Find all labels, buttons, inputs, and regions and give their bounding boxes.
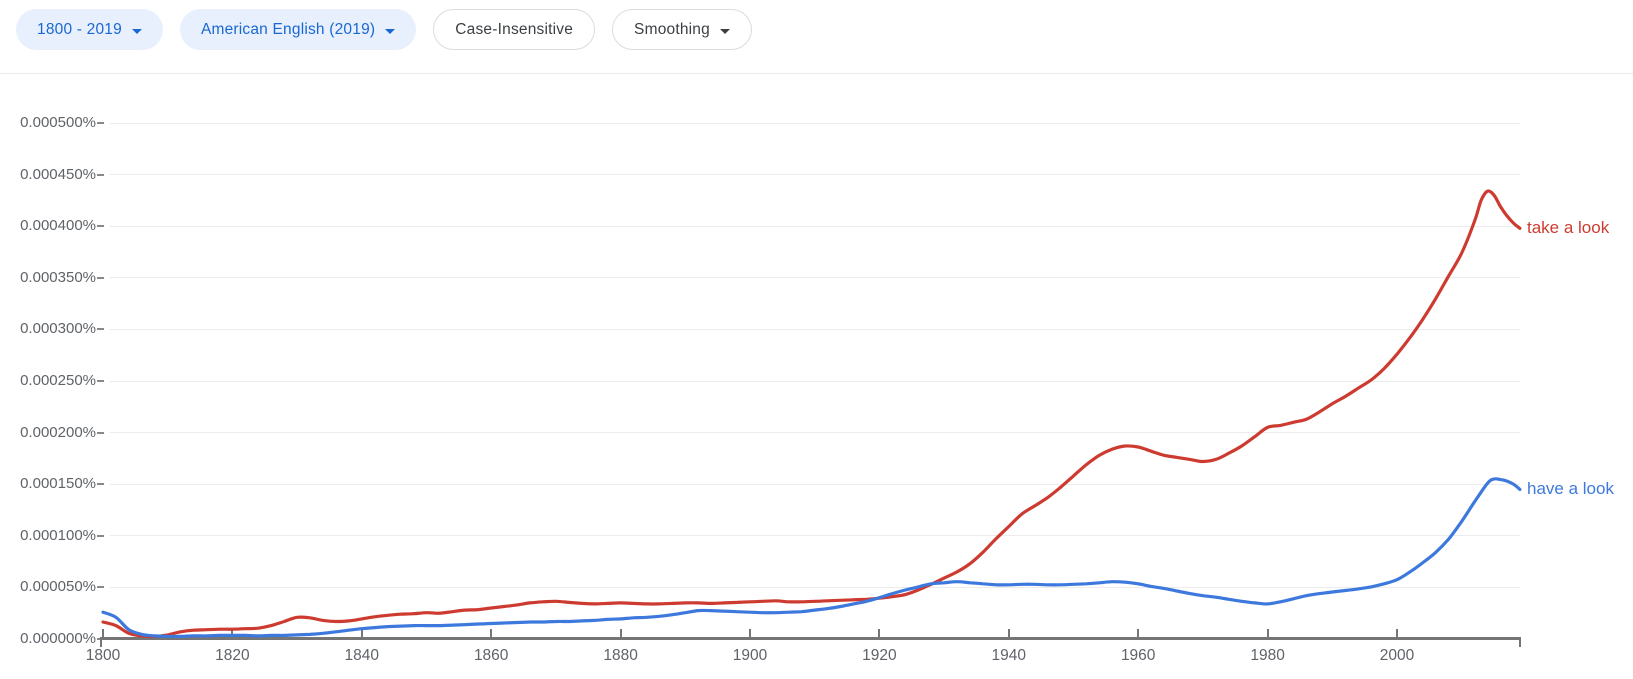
- year-range-chip[interactable]: 1800 - 2019: [16, 9, 163, 50]
- smoothing-label: Smoothing: [634, 20, 710, 38]
- x-axis-label: 1880: [603, 647, 638, 664]
- corpus-label: American English (2019): [200, 20, 376, 38]
- gridline: [110, 174, 1520, 176]
- y-axis-label: 0.000000%: [20, 630, 96, 647]
- gridline: [110, 535, 1520, 537]
- case-insensitive-chip[interactable]: Case-Insensitive: [433, 9, 596, 50]
- gridline: [110, 380, 1520, 382]
- y-axis-label: 0.000100%: [20, 526, 96, 544]
- smoothing-chip[interactable]: Smoothing: [612, 9, 752, 50]
- y-axis-tick: [97, 173, 104, 176]
- y-axis-tick: [97, 328, 104, 331]
- x-axis-label: 1980: [1250, 647, 1285, 664]
- x-axis-tick: [1266, 629, 1269, 637]
- x-axis-tick: [878, 629, 881, 637]
- plot-area: [101, 189, 1522, 639]
- y-axis-tick: [97, 534, 104, 537]
- y-axis-label: 0.000350%: [20, 268, 96, 286]
- year-range-label: 1800 - 2019: [37, 20, 122, 38]
- y-axis-tick: [97, 431, 104, 434]
- x-axis-label: 1900: [732, 647, 768, 664]
- x-axis-label: 1920: [862, 647, 897, 664]
- x-axis-tick: [619, 629, 622, 637]
- gridline: [110, 432, 1520, 434]
- corpus-chip[interactable]: American English (2019): [179, 9, 417, 50]
- x-axis-tick: [360, 629, 363, 637]
- x-axis-tick: [102, 629, 104, 637]
- gridline: [110, 122, 1520, 124]
- series-label-take-a-look[interactable]: take a look: [1527, 218, 1610, 237]
- ngram-chart: 0.000000% 0.000050% 0.000100% 0.000150% 0.00…: [0, 74, 1633, 679]
- x-axis-label: 1800: [85, 647, 121, 664]
- x-axis-end-tick: [100, 640, 102, 647]
- x-axis-end-tick: [1519, 640, 1521, 647]
- x-axis-label: 1820: [215, 647, 250, 664]
- query-options-toolbar: 1800 - 2019 American English (2019) Case…: [16, 9, 752, 50]
- gridline: [110, 328, 1520, 330]
- x-axis-label: 1960: [1120, 647, 1156, 664]
- x-axis-tick: [231, 629, 234, 637]
- y-axis-label: 0.000150%: [20, 475, 96, 493]
- x-axis-tick: [1396, 629, 1398, 637]
- x-axis-label: 1840: [344, 647, 380, 664]
- toolbar-divider: [0, 73, 1633, 74]
- x-axis-label: 2000: [1379, 647, 1415, 664]
- chevron-down-icon: [131, 28, 142, 34]
- x-axis-tick: [1007, 629, 1010, 637]
- chevron-down-icon: [385, 28, 396, 34]
- x-axis-tick: [749, 629, 751, 637]
- x-axis-label: 1940: [991, 647, 1027, 664]
- gridline: [110, 225, 1520, 227]
- series-line-have-a-look[interactable]: [101, 477, 1522, 639]
- y-axis-label: 0.000200%: [20, 423, 96, 441]
- series-label-have-a-look[interactable]: have a look: [1527, 479, 1614, 498]
- series-line-take-a-look[interactable]: [101, 189, 1522, 639]
- y-axis-tick: [97, 276, 104, 279]
- y-axis-label: 0.000250%: [20, 372, 96, 389]
- gridline: [110, 277, 1520, 279]
- y-axis-label: 0.000450%: [20, 165, 96, 183]
- y-axis-tick: [97, 122, 104, 124]
- y-axis-label: 0.000050%: [20, 578, 96, 596]
- y-axis-label: 0.000400%: [20, 217, 96, 235]
- case-insensitive-label: Case-Insensitive: [455, 20, 574, 38]
- x-axis-tick: [1137, 629, 1140, 637]
- y-axis-label: 0.000300%: [20, 320, 96, 338]
- y-axis-tick: [97, 225, 104, 228]
- x-axis-label: 1860: [473, 647, 509, 664]
- gridline: [110, 586, 1520, 588]
- gridline: [110, 483, 1520, 485]
- y-axis-label: 0.000500%: [20, 114, 96, 131]
- x-axis-tick: [490, 629, 493, 637]
- y-axis-tick: [97, 483, 104, 486]
- x-axis-line: [100, 637, 1521, 640]
- chevron-down-icon: [719, 28, 730, 34]
- y-axis-tick: [97, 586, 104, 589]
- y-axis-tick: [97, 380, 104, 382]
